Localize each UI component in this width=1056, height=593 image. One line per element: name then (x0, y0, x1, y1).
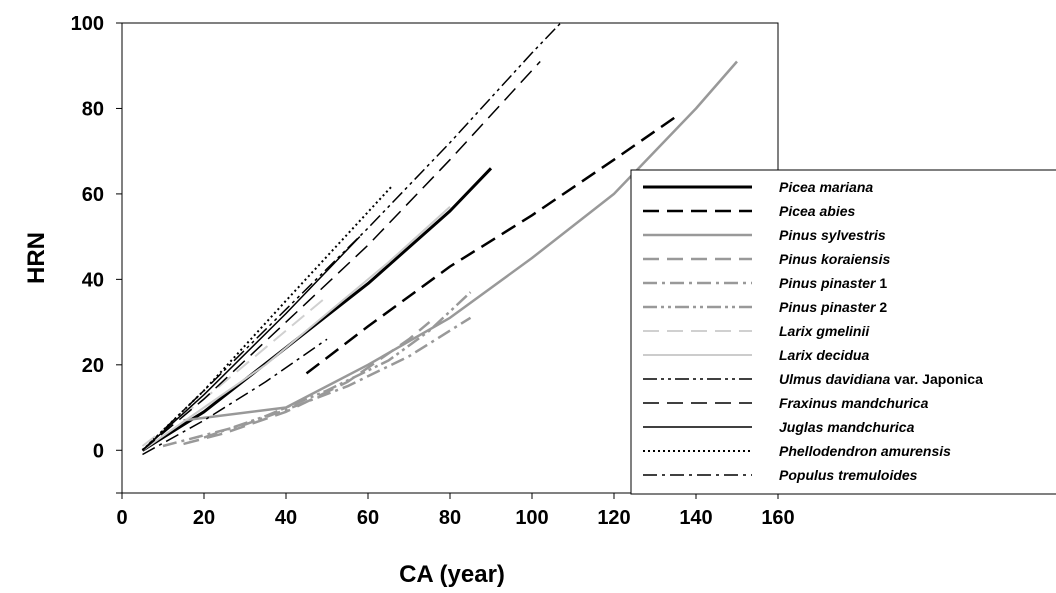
series-line-10 (141, 236, 361, 451)
legend-label: Juglas mandchurica (779, 419, 915, 435)
legend-label: Pinus pinaster 2 (779, 299, 887, 315)
series-line-4 (162, 316, 472, 448)
legend-label: Pinus koraiensis (779, 251, 890, 267)
legend-label: Ulmus davidiana var. Japonica (779, 371, 983, 387)
series-line-1 (305, 115, 677, 375)
legend-label-main: Picea mariana (779, 179, 873, 195)
legend-label: Populus tremuloides (779, 467, 918, 483)
y-tick-label: 20 (82, 355, 104, 377)
y-tick-label: 80 (82, 98, 104, 120)
legend-label-main: Phellodendron amurensis (779, 443, 951, 459)
legend-label: Phellodendron amurensis (779, 443, 951, 459)
series-line-3 (183, 321, 431, 446)
series-line-5 (203, 291, 472, 439)
legend-label: Picea abies (779, 203, 855, 219)
legend-label-main: Larix decidua (779, 347, 869, 363)
legend-label: Fraxinus mandchurica (779, 395, 929, 411)
y-tick-label: 0 (93, 440, 104, 462)
legend-label-main: Juglas mandchurica (779, 419, 915, 435)
y-tick-label: 100 (71, 13, 104, 35)
legend-label-suffix: 2 (875, 299, 887, 315)
legend-label: Larix decidua (779, 347, 869, 363)
legend-label-suffix: 1 (875, 275, 887, 291)
legend: Picea mariana Picea abies Pinus sylvestris… (630, 169, 1056, 495)
y-tick-label: 40 (82, 269, 104, 291)
legend-label: Picea mariana (779, 179, 873, 195)
x-tick-label: 40 (275, 507, 297, 529)
legend-label-main: Pinus pinaster (779, 275, 877, 291)
y-axis-title: HRN (23, 232, 50, 284)
series-line-8 (141, 22, 562, 451)
series-line-2 (183, 60, 738, 422)
legend-label: Pinus sylvestris (779, 227, 886, 243)
series-line-9 (142, 60, 541, 451)
x-tick-label: 100 (515, 507, 548, 529)
legend-label-main: Picea abies (779, 203, 855, 219)
legend-label-main: Fraxinus mandchurica (779, 395, 929, 411)
series-line-0 (141, 167, 493, 452)
series-line-12 (142, 338, 328, 456)
legend-label-main: Pinus koraiensis (779, 251, 890, 267)
legend-label: Larix gmelinii (779, 323, 870, 339)
legend-label-main: Populus tremuloides (779, 467, 918, 483)
legend-label: Pinus pinaster 1 (779, 275, 887, 291)
series-line-7 (141, 205, 451, 452)
legend-label-main: Pinus pinaster (779, 299, 877, 315)
legend-label-main: Larix gmelinii (779, 323, 870, 339)
x-axis-title: CA (year) (399, 561, 505, 588)
legend-label-main: Pinus sylvestris (779, 227, 886, 243)
x-tick-label: 140 (679, 507, 712, 529)
series-layer (141, 22, 738, 456)
x-tick-label: 20 (193, 507, 215, 529)
legend-label-main: Ulmus davidiana (779, 371, 894, 387)
legend-label-suffix: var. Japonica (894, 371, 983, 387)
x-tick-label: 120 (597, 507, 630, 529)
axis-layer: 0 20 40 60 80 100 120 140 160 0 20 40 60 80 100 (71, 13, 795, 529)
x-tick-label: 160 (761, 507, 794, 529)
x-tick-label: 80 (439, 507, 461, 529)
x-tick-label: 0 (116, 507, 127, 529)
y-tick-label: 60 (82, 184, 104, 206)
x-tick-label: 60 (357, 507, 379, 529)
series-line-11 (141, 184, 394, 452)
